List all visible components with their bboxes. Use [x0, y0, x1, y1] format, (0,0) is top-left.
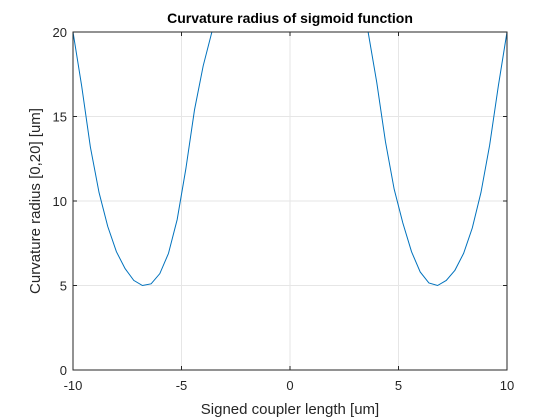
x-axis-label: Signed coupler length [um]: [201, 401, 379, 418]
x-tick-label: -10: [64, 378, 83, 393]
y-tick-label: 20: [53, 25, 67, 40]
y-axis-label: Curvature radius [0,20] [um]: [27, 108, 44, 294]
y-tick-label: 5: [60, 279, 67, 294]
y-tick-label: 15: [53, 110, 67, 125]
series-lines: [72, 31, 508, 287]
series-line-1: [72, 31, 219, 287]
ticks: -10 -5 0 5 10 0 5 10 15 20: [53, 25, 515, 393]
x-tick-label: 0: [286, 378, 293, 393]
x-tick-label: 5: [395, 378, 402, 393]
y-tick-label: 10: [53, 194, 67, 209]
y-tick-label: 0: [60, 363, 67, 378]
x-tick-label: 10: [500, 378, 514, 393]
x-tick-label: -5: [176, 378, 188, 393]
series-line-2: [361, 31, 508, 287]
chart-title: Curvature radius of sigmoid function: [167, 10, 413, 26]
